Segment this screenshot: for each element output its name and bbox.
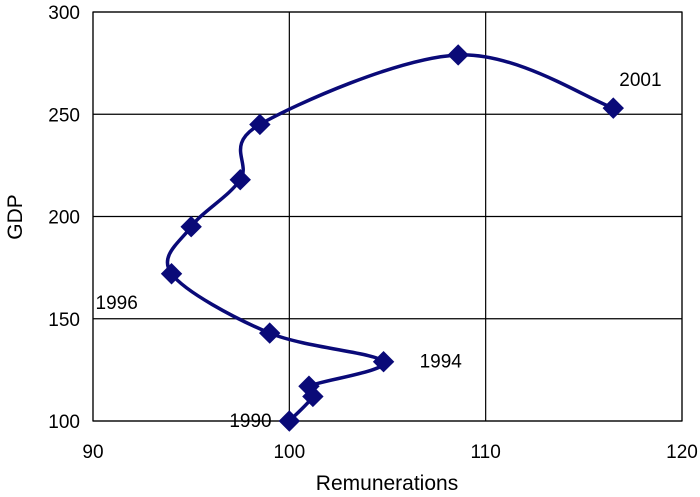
year-annotation: 1990 bbox=[229, 411, 271, 432]
series-line bbox=[165, 53, 616, 423]
year-annotation: 2001 bbox=[619, 70, 661, 91]
data-point bbox=[258, 322, 281, 344]
data-point bbox=[160, 263, 183, 285]
y-tick-label: 150 bbox=[48, 310, 80, 331]
x-tick-label: 120 bbox=[666, 442, 698, 463]
year-annotation: 1996 bbox=[96, 293, 138, 314]
data-point bbox=[602, 97, 624, 119]
x-tick-label: 110 bbox=[471, 442, 501, 463]
data-point bbox=[278, 410, 301, 432]
x-tick-labels: 90 100 110 120 bbox=[82, 442, 697, 463]
x-tick-label: 100 bbox=[273, 442, 305, 463]
y-tick-labels: 100 150 200 250 300 bbox=[48, 3, 80, 433]
y-axis-title: GDP bbox=[4, 194, 27, 240]
series-1 bbox=[160, 44, 624, 432]
y-tick-label: 300 bbox=[48, 3, 80, 24]
data-point bbox=[372, 350, 395, 373]
plot-frame bbox=[92, 11, 683, 422]
data-point bbox=[298, 375, 320, 397]
y-tick-label: 200 bbox=[48, 208, 80, 229]
annotations: 1990 1994 1996 2001 bbox=[96, 70, 662, 432]
year-annotation: 1994 bbox=[420, 352, 463, 373]
y-tick-label: 250 bbox=[48, 105, 80, 126]
x-axis-title: Remunerations bbox=[316, 472, 458, 495]
data-point bbox=[447, 44, 469, 66]
y-tick-label: 100 bbox=[48, 412, 80, 433]
data-point bbox=[229, 168, 251, 191]
data-point bbox=[180, 216, 202, 238]
x-tick-label: 90 bbox=[82, 442, 103, 463]
data-point bbox=[249, 113, 271, 136]
